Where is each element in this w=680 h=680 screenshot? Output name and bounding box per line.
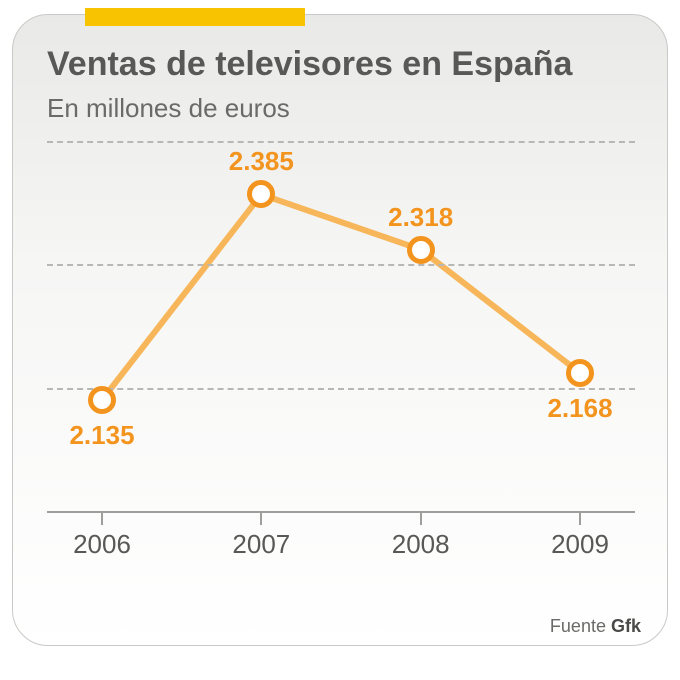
- x-axis-label: 2009: [551, 529, 609, 560]
- chart-title: Ventas de televisores en España: [47, 45, 572, 84]
- gridline: [47, 264, 635, 266]
- x-tick: [101, 511, 103, 525]
- x-tick: [420, 511, 422, 525]
- x-tick: [260, 511, 262, 525]
- plot-area: 2006 2007 2008 2009 2.135 2.385 2.318 2.168: [47, 131, 635, 561]
- x-tick: [579, 511, 581, 525]
- data-marker: [407, 236, 435, 264]
- value-label: 2.385: [229, 146, 294, 177]
- source-prefix: Fuente: [550, 616, 606, 636]
- chart-card: Ventas de televisores en España En millo…: [12, 14, 668, 646]
- accent-bar: [85, 8, 305, 26]
- line-series: [47, 131, 635, 561]
- x-axis-label: 2008: [392, 529, 450, 560]
- data-marker: [566, 359, 594, 387]
- x-axis-label: 2006: [73, 529, 131, 560]
- value-label: 2.135: [69, 420, 134, 451]
- value-label: 2.168: [547, 393, 612, 424]
- value-label: 2.318: [388, 202, 453, 233]
- gridline: [47, 388, 635, 390]
- x-axis-label: 2007: [232, 529, 290, 560]
- data-marker: [88, 386, 116, 414]
- gridline: [47, 141, 635, 143]
- x-axis-baseline: [47, 511, 635, 513]
- data-marker: [247, 180, 275, 208]
- source-name: Gfk: [611, 616, 641, 636]
- source-attribution: Fuente Gfk: [550, 616, 641, 637]
- chart-subtitle: En millones de euros: [47, 93, 290, 124]
